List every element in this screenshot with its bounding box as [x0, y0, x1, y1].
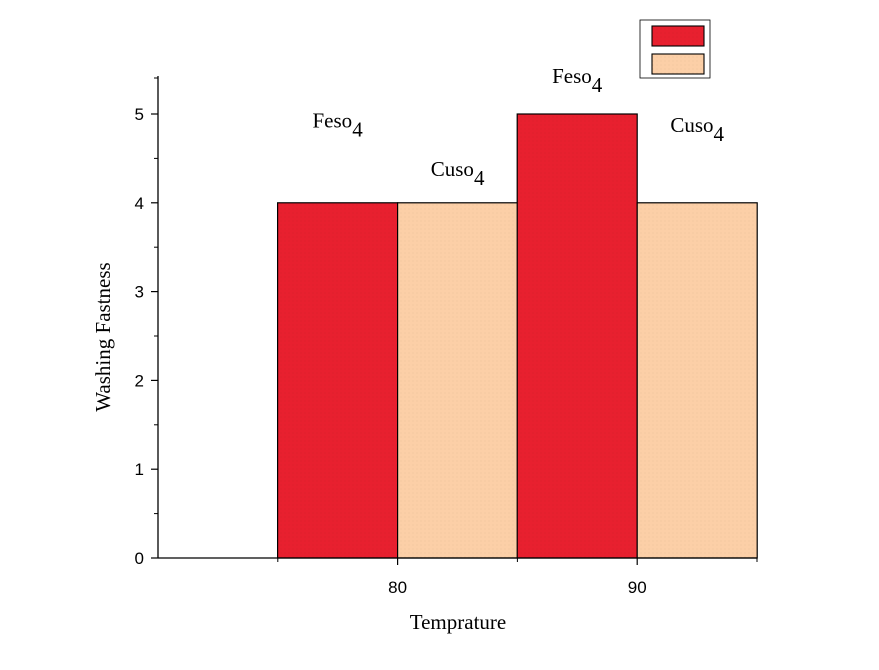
annotation-subscript: 4 — [592, 73, 603, 97]
y-tick-label: 3 — [135, 283, 144, 302]
bars-group — [277, 113, 758, 559]
annotation-base: Feso — [313, 108, 353, 132]
y-axis-title: Washing Fastness — [91, 262, 115, 411]
bar-90-series-1 — [516, 113, 638, 559]
y-ticks-group: 0 1 2 3 4 5 — [135, 77, 158, 568]
annotation-subscript: 4 — [714, 122, 725, 146]
y-tick-label: 1 — [135, 460, 144, 479]
annotation-base: Feso — [552, 64, 592, 88]
annotation-base: Cuso — [670, 113, 713, 137]
y-tick-label: 0 — [135, 549, 144, 568]
x-axis-title: Temprature — [410, 610, 506, 634]
legend-box — [639, 19, 711, 79]
bar-annotation: Feso4 — [313, 108, 364, 141]
legend-swatch-series-1 — [651, 25, 705, 47]
x-ticks-group: 80 90 — [277, 558, 758, 597]
x-tick-label: 90 — [628, 578, 647, 597]
y-tick-label: 4 — [135, 194, 144, 213]
annotation-base: Cuso — [431, 157, 474, 181]
axes-group — [157, 76, 757, 559]
x-tick-label: 80 — [388, 578, 407, 597]
y-tick-label: 5 — [135, 105, 144, 124]
legend — [639, 19, 711, 79]
bar-80-series-1 — [277, 202, 399, 559]
bar-90-series-2 — [636, 202, 758, 559]
bar-annotation: Feso4 — [552, 64, 603, 97]
bar-annotation: Cuso4 — [670, 113, 724, 146]
bar-annotation: Cuso4 — [431, 157, 485, 190]
bar-80-series-2 — [397, 202, 519, 559]
legend-swatch-series-2 — [651, 53, 705, 75]
annotation-subscript: 4 — [352, 117, 363, 141]
annotation-subscript: 4 — [474, 166, 485, 190]
y-tick-label: 2 — [135, 371, 144, 390]
